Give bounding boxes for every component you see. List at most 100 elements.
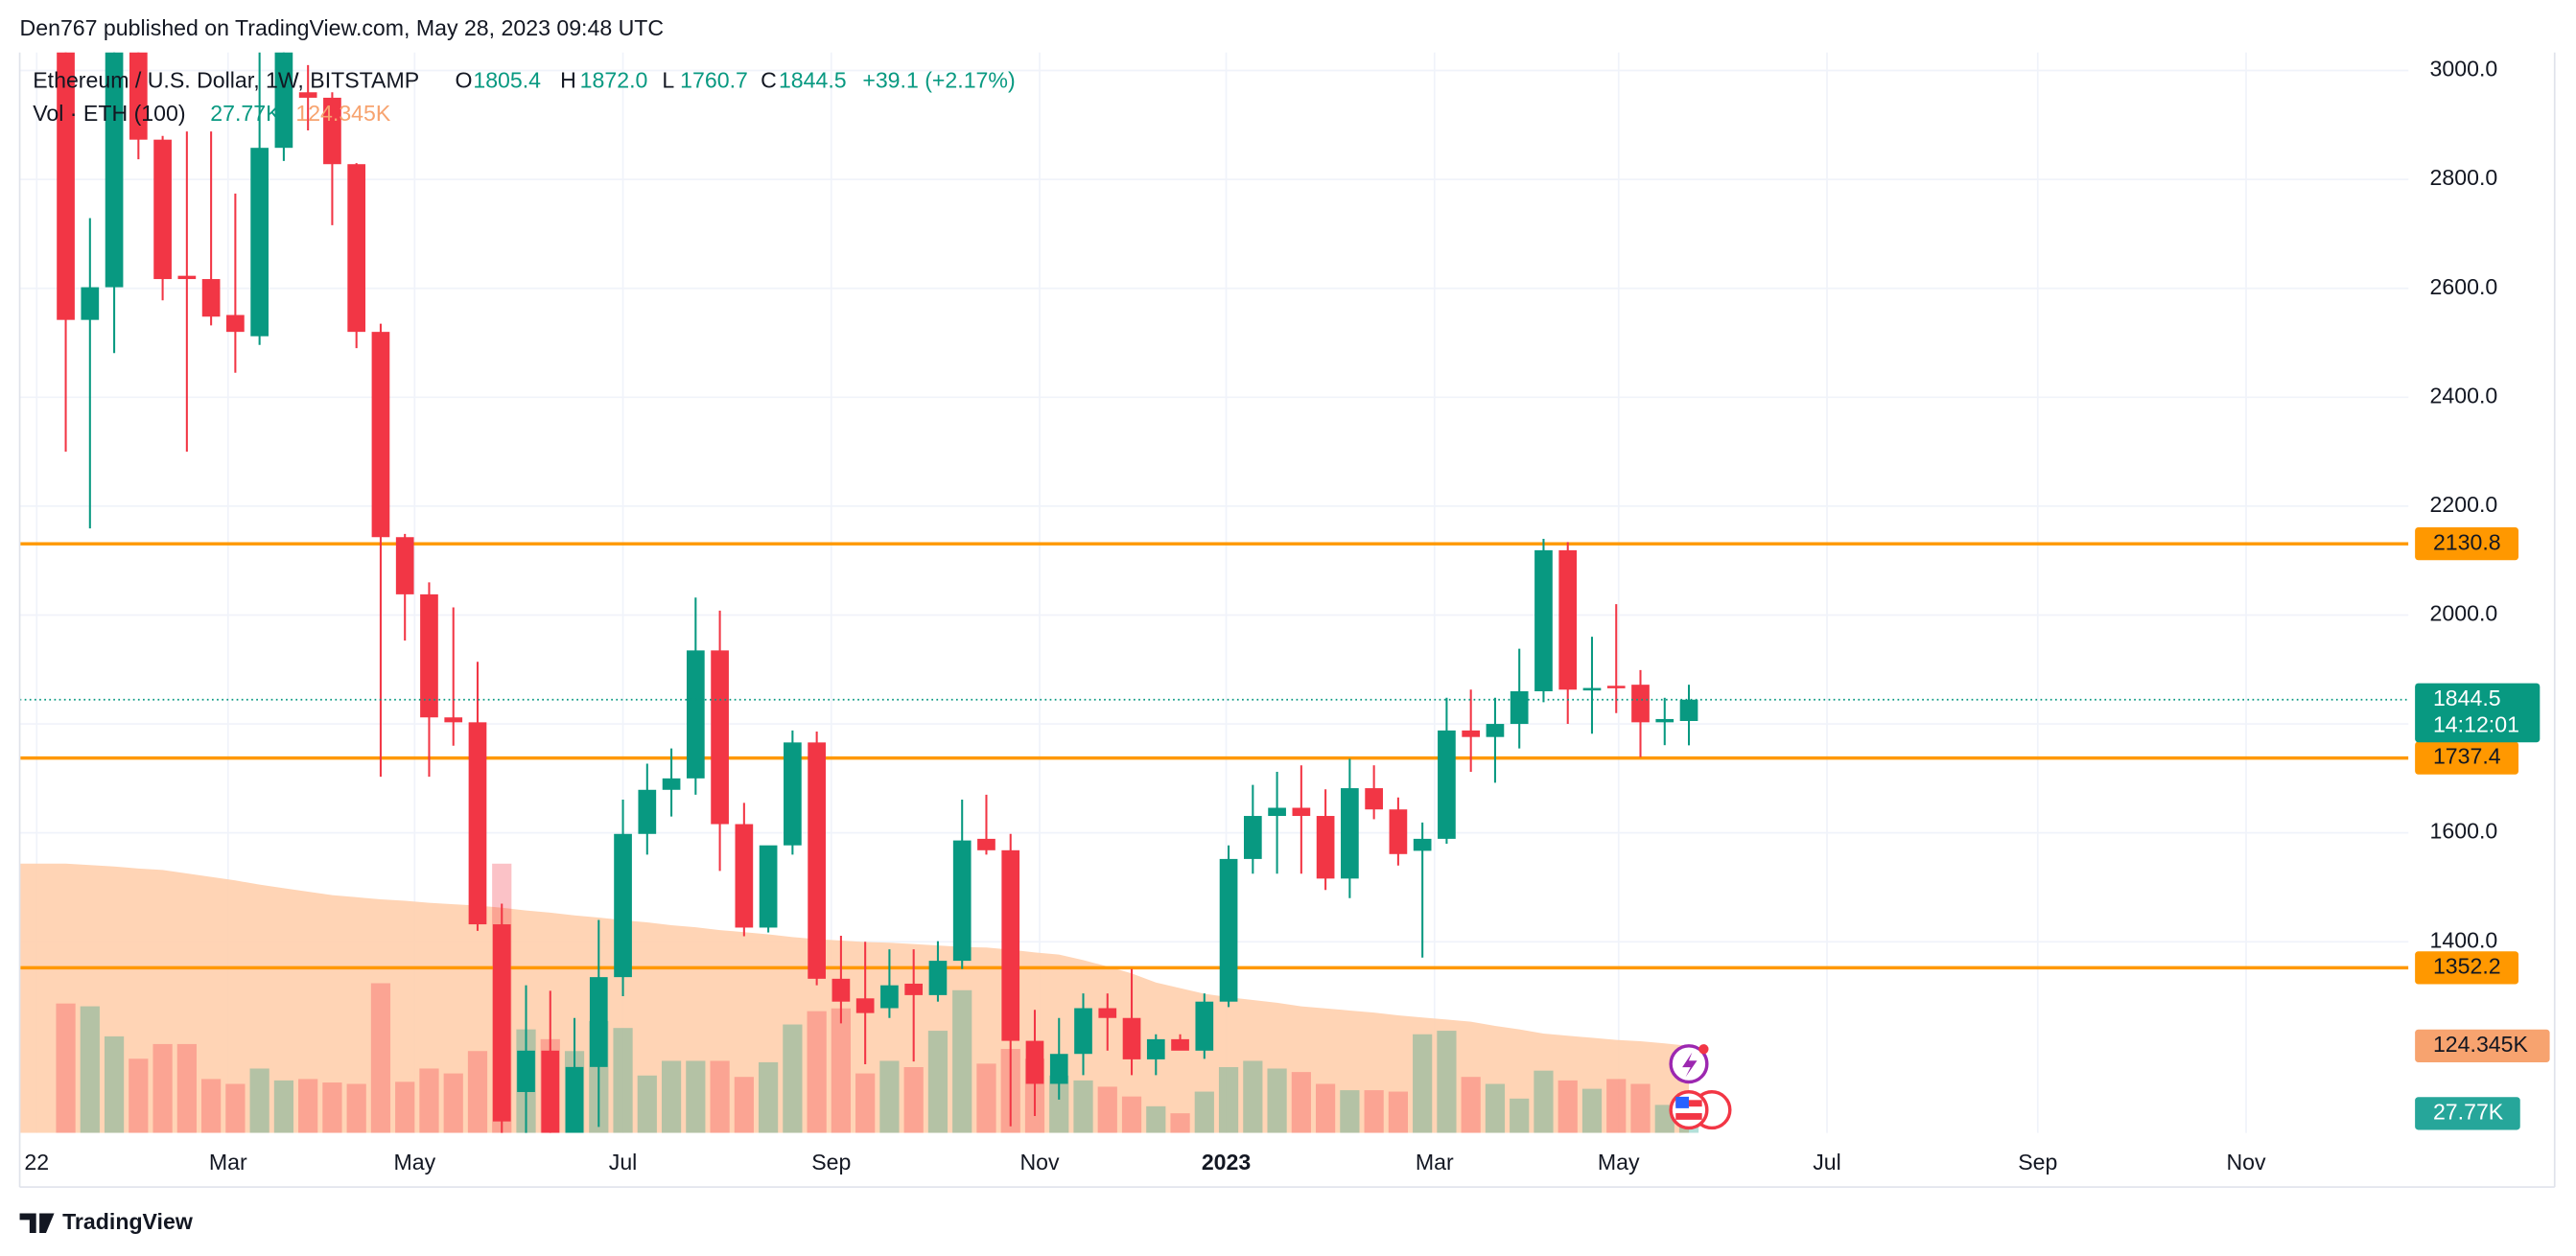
volume-bar [1581,1088,1603,1133]
event-icons [1669,1044,1732,1130]
footer-logo: TradingView [19,1209,194,1234]
volume-bar [1485,1083,1506,1133]
volume-bar [1510,1098,1530,1133]
candle-body [1582,687,1602,691]
x-tick-label: Nov [1019,1150,1060,1175]
y-tick-label: 3000.0 [2430,57,2498,81]
volume-bar [1146,1105,1166,1133]
volume-bar [783,1024,803,1133]
x-tick-label: Sep [2018,1150,2057,1175]
candle-body [614,833,632,978]
y-tick-label: 2000.0 [2430,601,2498,626]
candle-body [153,139,172,280]
legend-low: 1760.7 [680,68,748,93]
candle-body [1679,699,1698,721]
candle-body [1316,816,1335,879]
x-tick-label: May [1598,1150,1640,1175]
candle-body [1243,816,1262,859]
volume-bar [1243,1060,1263,1133]
level-label-box [2415,741,2519,775]
candle-body [420,593,438,718]
candle-body [1558,549,1578,690]
candle-body [808,742,826,979]
legend-o: O [456,68,473,93]
volume-bar [1218,1067,1239,1133]
volume-bar [1073,1080,1093,1133]
candle-body [784,742,802,846]
x-tick-label: Jul [609,1150,638,1175]
volume-bar [1170,1113,1190,1133]
legend-high: 1872.0 [580,68,648,93]
legend-symbol: Ethereum / U.S. Dollar, 1W, BITSTAMP [33,68,419,93]
candle-body [1268,807,1286,817]
volume-bar [927,1031,948,1133]
candle-body [226,314,245,333]
candle-body [250,148,269,337]
volume-bar [1461,1077,1481,1133]
candle-body [1025,1040,1044,1084]
volume-bar [807,1011,827,1133]
volume-bar [879,1060,900,1133]
volume-bar [152,1043,173,1133]
candle-body [323,97,341,165]
candle-body [1534,549,1553,691]
volume-bar [395,1082,415,1133]
volume-bar [686,1060,706,1133]
axes: 1400.01600.01800.02000.02200.02400.02600… [24,57,2550,1175]
x-tick-label: Nov [2226,1150,2266,1175]
volume-label-box [2415,1029,2550,1063]
candle-body [711,650,729,825]
candle-body [904,983,924,995]
volume-bar [80,1006,100,1133]
candle-body [57,52,75,320]
candle-body [662,778,681,790]
volume-ma-area [19,863,1690,1133]
candle-body [1122,1017,1141,1059]
volume-bar [1534,1070,1554,1133]
y-tick-label: 2400.0 [2430,383,2498,407]
volume-bar [1316,1083,1336,1133]
volume-bar [1557,1080,1578,1133]
candle-body [1655,718,1674,723]
candle-body [1098,1008,1117,1018]
candle-body [1049,1054,1068,1084]
volume-bar [419,1068,439,1133]
volume-bar [952,989,972,1133]
candle-body [928,961,948,995]
legend: Ethereum / U.S. Dollar, 1W, BITSTAMP O 1… [33,68,1015,126]
volume-bar [1388,1091,1409,1133]
level-label-box [2415,527,2519,561]
candle-body [1146,1038,1165,1059]
candle-body [298,92,317,98]
volume-bar [831,1008,852,1133]
candle-body [541,1050,560,1133]
candle-body [1074,1008,1092,1055]
candle-body [1171,1038,1189,1051]
x-tick-label: Jul [1813,1150,1841,1175]
candle-body [1510,690,1529,725]
x-tick-label: May [393,1150,435,1175]
legend-h: H [560,68,576,93]
candle-body [759,845,778,928]
legend-volume-value: 27.77K [210,101,281,126]
last-price-label: 1844.5 [2433,686,2501,710]
flag-icon [1675,1096,1689,1108]
candle-body [952,840,972,962]
y-tick-label: 2800.0 [2430,165,2498,190]
candle-body [371,332,390,538]
candle-body [274,52,293,149]
volume-bar [661,1060,682,1133]
volume-bar [903,1067,924,1133]
volume-bar [1413,1034,1433,1133]
volume-bar [225,1083,246,1133]
flag-icon [1675,1113,1702,1120]
candle-body [492,924,511,1122]
legend-volume: Vol · ETH (100) [33,101,185,126]
volume-bar [855,1073,876,1133]
volume-bar [710,1060,730,1133]
legend-c: C [761,68,777,93]
volume-bar [370,983,391,1133]
legend-change: +39.1 (+2.17%) [862,68,1015,93]
x-tick-label: Sep [811,1150,851,1175]
